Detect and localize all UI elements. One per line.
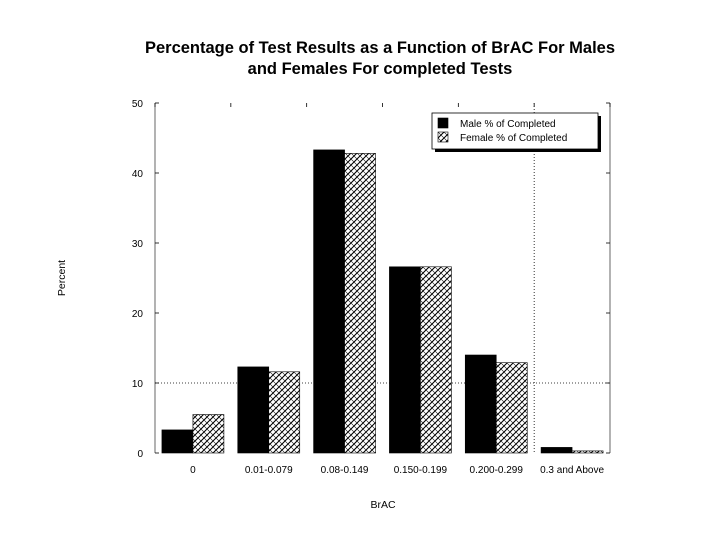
y-axis-ticks: 0 10 20 30 40 50 — [132, 99, 610, 460]
bar-male — [464, 354, 497, 454]
y-tick-label: 10 — [132, 379, 144, 390]
bar-female — [268, 371, 301, 454]
bar-female — [344, 153, 376, 454]
legend-swatch-male — [437, 117, 449, 129]
bar-male — [540, 447, 573, 454]
x-tick-label: 0.150-0.199 — [394, 465, 448, 476]
bar-male — [389, 266, 421, 454]
y-tick-label: 50 — [132, 99, 144, 110]
y-tick-label: 20 — [132, 309, 144, 320]
plot-area — [154, 103, 611, 453]
bar-female — [420, 266, 452, 454]
legend-box — [431, 112, 599, 150]
y-tick-label: 40 — [132, 169, 144, 180]
legend-swatch-female — [437, 131, 449, 143]
bar-male — [237, 366, 270, 454]
x-tick-label: 0.200-0.299 — [470, 465, 524, 476]
chart-title: Percentage of Test Results as a Function… — [144, 39, 616, 78]
y-axis-label: Percent — [56, 260, 68, 296]
y-tick-label: 0 — [137, 449, 143, 460]
grid-lines — [155, 103, 610, 453]
bar-female — [571, 450, 604, 454]
bars-group — [161, 149, 604, 454]
legend-label-male: Male % of Completed — [460, 119, 556, 130]
legend: Male % of Completed Female % of Completed — [431, 112, 601, 152]
bar-female — [192, 414, 225, 454]
x-tick-label: 0.08-0.149 — [321, 465, 369, 476]
legend-label-female: Female % of Completed — [460, 133, 567, 144]
y-tick-label: 30 — [132, 239, 144, 250]
bar-male — [161, 429, 194, 454]
x-axis-label: BrAC — [370, 499, 396, 511]
bar-female — [495, 362, 528, 454]
x-axis-ticks: 0 0.01-0.079 0.08-0.149 0.150-0.199 0.200-0.… — [190, 465, 604, 476]
x-tick-label: 0.01-0.079 — [245, 465, 293, 476]
x-tick-label: 0 — [190, 465, 196, 476]
x-tick-label: 0.3 and Above — [540, 465, 604, 476]
bar-male — [313, 149, 345, 454]
